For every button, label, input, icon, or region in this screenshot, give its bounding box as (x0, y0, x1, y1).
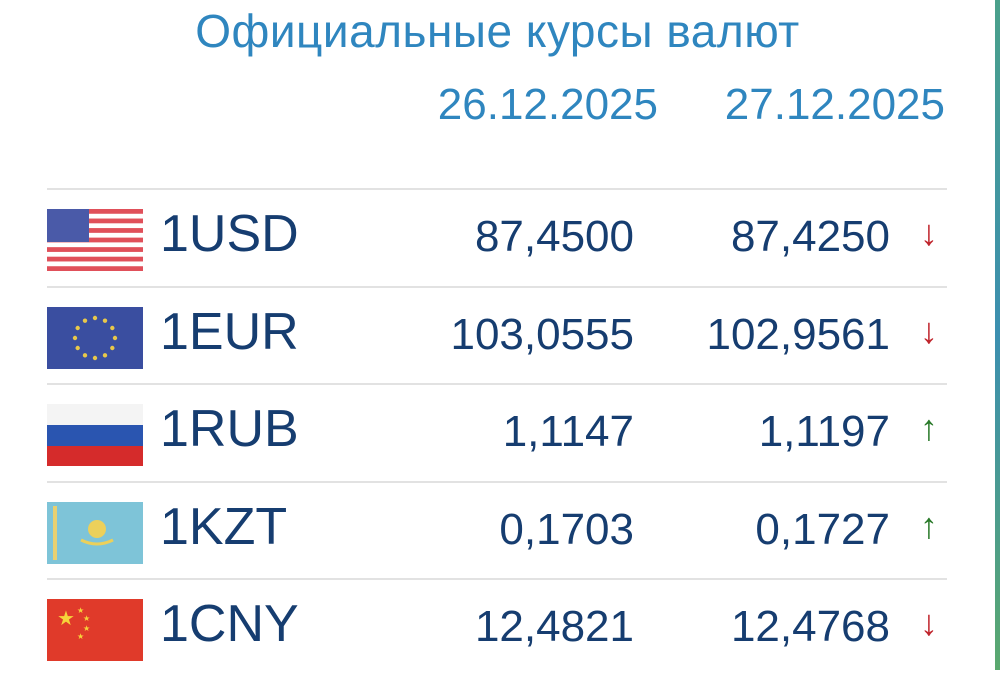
currency-row: 1KZT 0,1703 0,1727 ↑ (47, 480, 947, 580)
currency-code: 1KZT (160, 497, 288, 556)
currency-row: 1EUR 103,0555 102,9561 ↓ (47, 285, 947, 385)
eu-flag-icon (47, 306, 143, 369)
currency-code: 1RUB (160, 400, 299, 458)
rate-date-2: 102,9561 (706, 309, 890, 359)
arrow-down-icon: ↓ (920, 602, 938, 643)
rate-date-1: 103,0555 (450, 309, 634, 359)
us-flag-icon (47, 209, 143, 271)
rate-date-2: 0,1727 (755, 504, 890, 554)
arrow-up-icon: ↑ (920, 504, 938, 546)
rate-date-1: 12,4821 (474, 602, 634, 651)
rate-date-1: 1,1147 (502, 407, 634, 456)
svg-text:★: ★ (83, 624, 90, 633)
rate-date-2: 12,4768 (730, 602, 890, 651)
ru-flag-icon (47, 404, 143, 466)
cn-flag-icon: ★ ★ ★ ★ ★ (47, 599, 143, 661)
kz-flag-icon (47, 501, 143, 564)
currency-code: 1USD (160, 205, 299, 263)
edge-strip (995, 0, 1000, 670)
date-column-1: 26.12.2025 (437, 80, 658, 129)
rate-date-2: 87,4250 (730, 212, 890, 261)
rate-date-1: 0,1703 (499, 504, 634, 554)
currency-row: 1RUB 1,1147 1,1197 ↑ (47, 383, 947, 482)
svg-text:★: ★ (57, 608, 75, 630)
page-title: Официальные курсы валют (195, 5, 800, 57)
svg-text:★: ★ (83, 614, 90, 623)
svg-text:★: ★ (77, 606, 84, 615)
currency-code: 1CNY (160, 595, 299, 653)
currency-code: 1EUR (160, 302, 299, 361)
svg-text:★: ★ (77, 632, 84, 641)
rate-date-1: 87,4500 (474, 212, 634, 261)
currency-row: ★ ★ ★ ★ ★ 1CNY 12,4821 12,4768 ↓ (47, 578, 947, 677)
currency-row: 1USD 87,4500 87,4250 ↓ (47, 188, 947, 287)
date-column-2: 27.12.2025 (724, 80, 945, 129)
arrow-down-icon: ↓ (920, 212, 938, 253)
rate-date-2: 1,1197 (758, 407, 890, 456)
arrow-down-icon: ↓ (920, 309, 938, 351)
arrow-up-icon: ↑ (920, 407, 938, 448)
